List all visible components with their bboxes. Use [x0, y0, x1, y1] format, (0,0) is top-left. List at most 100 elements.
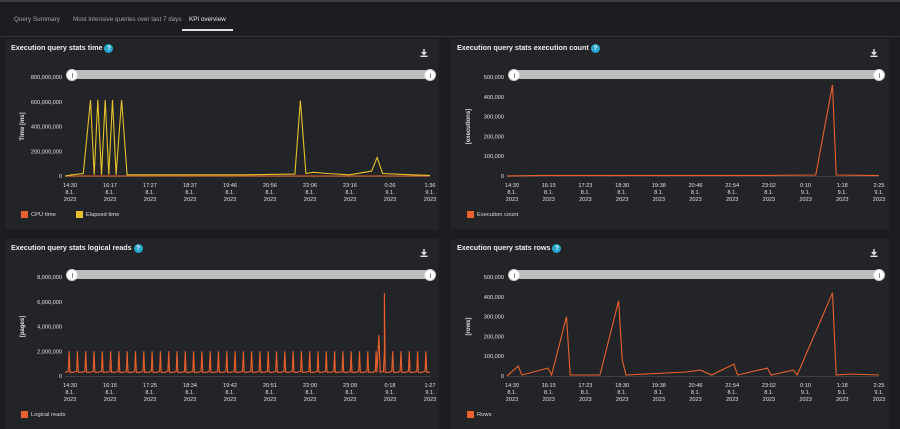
panel-title: Execution query stats time? — [11, 43, 114, 53]
x-tick-label: 1:18 9.1. 2023 — [836, 383, 848, 403]
legend-label: CPU time — [31, 212, 56, 219]
x-tick-label: 16:15 8.1. 2023 — [542, 183, 556, 203]
x-tick-label: 16:15 8.1. 2023 — [542, 383, 556, 403]
active-tab-indicator — [182, 29, 233, 31]
range-slider-track[interactable] — [71, 70, 430, 79]
x-tick-label: 0:26 9.1. 2023 — [384, 183, 396, 203]
x-tick-label: 20:46 8.1. 2023 — [689, 383, 703, 403]
x-tick-label: 0:18 9.1. 2023 — [384, 383, 396, 403]
x-tick-label: 17:25 8.1. 2023 — [143, 383, 157, 403]
y-tick-label: 200,000 — [484, 134, 504, 140]
range-slider-start-handle[interactable] — [66, 268, 78, 281]
series-line — [506, 292, 880, 377]
range-slider-track[interactable] — [513, 270, 879, 279]
x-tick-label: 14:30 8.1. 2023 — [505, 183, 519, 203]
y-tick-label: 0 — [501, 374, 504, 380]
x-tick-label: 21:54 8.1. 2023 — [725, 183, 739, 203]
range-slider-end-handle[interactable] — [873, 68, 885, 81]
tab-kpi-overview[interactable]: KPI overview — [189, 16, 226, 23]
y-tick-label: 800,000,000 — [31, 75, 62, 81]
y-tick-label: 400,000 — [484, 295, 504, 301]
x-tick-label: 14:30 8.1. 2023 — [63, 383, 77, 403]
x-tick-label: 22:00 8.1. 2023 — [303, 383, 317, 403]
y-tick-label: 0 — [59, 174, 62, 180]
download-icon[interactable] — [419, 45, 429, 57]
x-tick-label: 23:16 8.1. 2023 — [343, 183, 357, 203]
y-tick-label: 400,000,000 — [31, 125, 62, 131]
y-axis-title: [executions] — [466, 109, 472, 144]
x-tick-label: 23:09 8.1. 2023 — [343, 383, 357, 403]
y-tick-label: 200,000 — [484, 334, 504, 340]
legend-label: Logical reads — [31, 412, 66, 419]
panel-execution-time: Execution query stats time? 0 200,000,000… — [5, 39, 439, 229]
x-tick-label: 14:30 8.1. 2023 — [505, 383, 519, 403]
range-slider-end-handle[interactable] — [424, 68, 436, 81]
x-tick-label: 18:34 8.1. 2023 — [183, 383, 197, 403]
panel-title: Execution query stats logical reads? — [11, 243, 143, 253]
help-icon[interactable]: ? — [104, 43, 114, 53]
series-line — [506, 84, 880, 177]
y-tick-label: 200,000,000 — [31, 149, 62, 155]
panel-title: Execution query stats execution count? — [457, 43, 600, 53]
range-slider-end-handle[interactable] — [873, 268, 885, 281]
help-icon[interactable]: ? — [590, 43, 600, 53]
x-tick-label: 1:36 9.1. 2023 — [424, 183, 436, 203]
range-slider-start-handle[interactable] — [508, 268, 520, 281]
legend-swatch — [467, 211, 474, 218]
x-tick-label: 20:56 8.1. 2023 — [263, 183, 277, 203]
download-icon[interactable] — [869, 45, 879, 57]
tab-most-intensive-queries[interactable]: Most intensive queries over last 7 days — [73, 16, 182, 23]
x-tick-label: 19:38 8.1. 2023 — [652, 383, 666, 403]
legend-item[interactable]: Elapsed time — [75, 211, 119, 218]
x-tick-label: 22:06 8.1. 2023 — [303, 183, 317, 203]
download-icon[interactable] — [419, 245, 429, 257]
y-tick-label: 300,000 — [484, 315, 504, 321]
tab-query-summary[interactable]: Query Summary — [14, 16, 60, 23]
legend-swatch — [21, 411, 28, 418]
chart-plot: 0 200,000,000 400,000,000 600,000,000 800,00… — [20, 75, 436, 203]
y-tick-label: 500,000 — [484, 275, 504, 281]
tab-bar: Query Summary Most intensive queries ove… — [0, 0, 900, 37]
y-tick-label: 600,000,000 — [31, 100, 62, 106]
download-icon[interactable] — [869, 245, 879, 257]
y-tick-label: 2,000,000 — [37, 349, 62, 355]
x-tick-label: 23:02 8.1. 2023 — [762, 183, 776, 203]
x-tick-label: 16:17 8.1. 2023 — [103, 183, 117, 203]
legend-item[interactable]: Rows — [467, 411, 492, 418]
x-tick-label: 2:25 9.1. 2023 — [873, 183, 885, 203]
x-tick-label: 17:27 8.1. 2023 — [143, 183, 157, 203]
y-tick-label: 0 — [59, 374, 62, 380]
x-tick-label: 23:02 8.1. 2023 — [762, 383, 776, 403]
chart-legend: CPU time Elapsed time — [21, 211, 139, 218]
x-tick-label: 19:38 8.1. 2023 — [652, 183, 666, 203]
x-tick-label: 18:37 8.1. 2023 — [183, 183, 197, 203]
range-slider-start-handle[interactable] — [66, 68, 78, 81]
x-tick-label: 0:10 9.1. 2023 — [799, 383, 811, 403]
y-tick-label: 4,000,000 — [37, 325, 62, 331]
help-icon[interactable]: ? — [552, 243, 562, 253]
range-slider-end-handle[interactable] — [424, 268, 436, 281]
y-tick-label: 400,000 — [484, 95, 504, 101]
panel-logical-reads: Execution query stats logical reads? 0 2,… — [5, 239, 439, 429]
x-tick-label: 18:30 8.1. 2023 — [615, 383, 629, 403]
chart-plot: 0 100,000 200,000 300,000 400,000 500,000 [exe… — [466, 75, 885, 203]
x-tick-label: 16:15 8.1. 2023 — [103, 383, 117, 403]
x-tick-label: 17:23 8.1. 2023 — [578, 183, 592, 203]
help-icon[interactable]: ? — [133, 243, 143, 253]
legend-item[interactable]: CPU time — [21, 211, 56, 218]
range-slider-track[interactable] — [71, 270, 430, 279]
y-tick-label: 8,000,000 — [37, 275, 62, 281]
legend-swatch — [21, 211, 28, 218]
x-tick-label: 21:54 8.1. 2023 — [725, 383, 739, 403]
chart-plot: 0 2,000,000 4,000,000 6,000,000 8,000,000 [pa… — [20, 275, 436, 403]
legend-item[interactable]: Logical reads — [21, 411, 65, 418]
x-tick-label: 17:23 8.1. 2023 — [578, 383, 592, 403]
legend-label: Rows — [477, 412, 492, 419]
chart-plot: 0 100,000 200,000 300,000 400,000 500,000 [row… — [466, 275, 885, 403]
chart-legend: Rows — [467, 411, 512, 418]
x-tick-label: 1:18 9.1. 2023 — [836, 183, 848, 203]
legend-item[interactable]: Execution count — [467, 211, 518, 218]
legend-swatch — [75, 211, 83, 218]
range-slider-track[interactable] — [513, 70, 879, 79]
range-slider-start-handle[interactable] — [508, 68, 520, 81]
